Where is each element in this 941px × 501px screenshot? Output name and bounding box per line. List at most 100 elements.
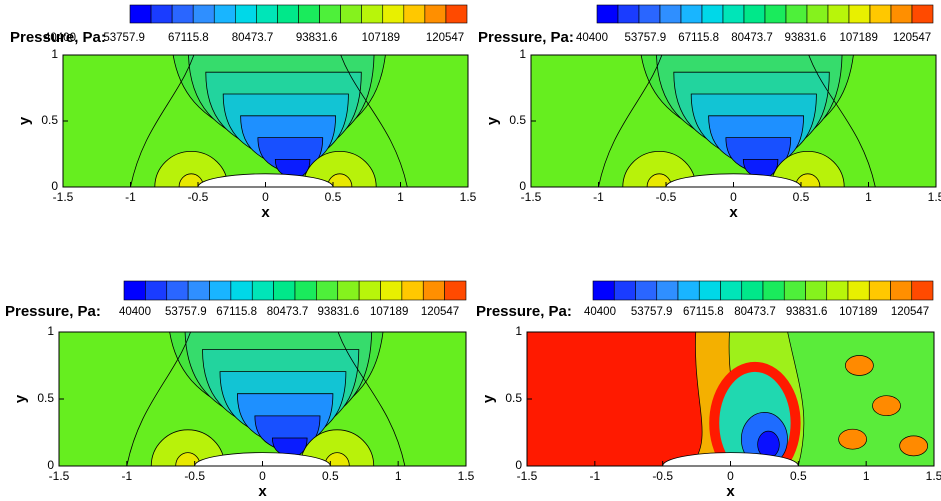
colorbar-tick-label: 40400 (584, 306, 616, 318)
colorbar-tick-label: 93831.6 (786, 306, 828, 318)
y-tick-label: 0 (519, 179, 526, 193)
y-axis-label: y (12, 394, 29, 403)
colorbar-swatch (806, 4, 829, 24)
colorbar-tick-label: 67115.8 (168, 32, 209, 44)
colorbar-swatch (890, 4, 913, 24)
contour-blob (872, 395, 901, 417)
contour-line (598, 55, 663, 187)
colorbar-tick-label: 67115.8 (683, 306, 724, 318)
colorbar-swatch (337, 280, 360, 301)
field (59, 332, 466, 466)
x-tick-label: -1 (125, 190, 136, 204)
contour-lobe (327, 173, 353, 187)
contour-lobe (622, 150, 697, 187)
x-tick-label: -0.5 (184, 469, 205, 483)
colorbar-tick-label: 80473.7 (731, 32, 773, 44)
colorbar-swatch (145, 280, 168, 301)
y-tick-label: 1 (47, 324, 54, 338)
x-tick-label: 0.5 (790, 469, 807, 483)
contour-lobe (302, 150, 377, 187)
x-tick-label: -1 (121, 469, 132, 483)
colorbar-swatch (294, 280, 317, 301)
colorbar-swatch (890, 280, 913, 301)
contour-lobe (795, 173, 821, 187)
y-tick-label: 0 (515, 458, 522, 472)
colorbar-swatch (380, 280, 403, 301)
colorbar-tick-label: 53757.9 (165, 306, 207, 318)
x-tick-label: 1.5 (928, 190, 941, 204)
contour-blob (899, 435, 929, 457)
colorbar-swatch (847, 280, 870, 301)
colorbar-swatch (826, 280, 849, 301)
y-tick-label: 0 (47, 458, 54, 472)
colorbar-swatch (848, 4, 871, 24)
colorbar-swatch (741, 280, 764, 301)
colorbar-swatch (171, 4, 194, 24)
y-tick-label: 0.5 (41, 113, 58, 127)
contour-line (808, 55, 876, 187)
x-tick-label: 0.5 (793, 190, 810, 204)
x-tick-label: -1.5 (517, 469, 538, 483)
colorbar-tick-label: 80473.7 (232, 32, 274, 44)
contour-lobe (646, 173, 672, 187)
x-axis-label: x (726, 483, 735, 500)
colorbar-tick-label: 67115.8 (216, 306, 257, 318)
colorbar-swatch (209, 280, 232, 301)
colorbar-swatch (635, 280, 658, 301)
colorbar-swatch (444, 280, 467, 301)
x-tick-label: 1.5 (460, 190, 477, 204)
x-tick-label: -1 (589, 469, 600, 483)
colorbar-tick-label: 120547 (893, 32, 931, 44)
colorbar-swatch (123, 280, 146, 301)
colorbar-swatch (445, 4, 468, 24)
colorbar-swatch (316, 280, 339, 301)
x-tick-label: -0.5 (656, 190, 677, 204)
x-tick-label: -1.5 (49, 469, 70, 483)
x-tick-label: 1 (863, 469, 870, 483)
x-tick-label: 0 (259, 469, 266, 483)
colorbar-swatch (592, 280, 615, 301)
x-tick-label: 1.5 (458, 469, 475, 483)
colorbar-swatch (701, 4, 724, 24)
colorbar-swatch (187, 280, 210, 301)
colorbar-swatch (129, 4, 152, 24)
contour-line (130, 55, 195, 187)
contour-lobe (300, 429, 375, 466)
colorbar-tick-label: 80473.7 (267, 306, 309, 318)
colorbar-tick-label: 53757.9 (631, 306, 673, 318)
colorbar-swatch (722, 4, 745, 24)
y-tick-label: 0.5 (509, 113, 526, 127)
y-tick-label: 0.5 (505, 391, 522, 405)
y-axis-label: y (484, 116, 501, 125)
contour-lobe (154, 150, 229, 187)
x-tick-label: 0.5 (322, 469, 339, 483)
y-axis-label: y (480, 394, 497, 403)
colorbar-swatch (192, 4, 215, 24)
x-tick-label: -1.5 (53, 190, 74, 204)
colorbar-swatch (743, 4, 766, 24)
contour-band (787, 332, 934, 466)
colorbar-swatch (403, 4, 426, 24)
colorbar-tick-label: 53757.9 (103, 32, 145, 44)
colorbar-tick-label: 107189 (362, 32, 400, 44)
colorbar-swatch (617, 4, 640, 24)
colorbar-swatch (827, 4, 850, 24)
field (527, 332, 934, 466)
x-tick-label: 0.5 (325, 190, 342, 204)
y-tick-label: 0 (51, 179, 58, 193)
colorbar-swatch (869, 4, 892, 24)
colorbar-tick-label: 107189 (370, 306, 408, 318)
colorbar-tick-label: 107189 (839, 32, 877, 44)
x-tick-label: 1 (865, 190, 872, 204)
x-axis-label: x (729, 204, 738, 221)
colorbar-tick-label: 120547 (421, 306, 459, 318)
bump (662, 452, 799, 466)
colorbar-tick-label: 93831.6 (296, 32, 338, 44)
colorbar-swatch (613, 280, 636, 301)
colorbar-tick-label: 40400 (44, 32, 76, 44)
colorbar-swatch (213, 4, 236, 24)
x-tick-label: 0 (730, 190, 737, 204)
